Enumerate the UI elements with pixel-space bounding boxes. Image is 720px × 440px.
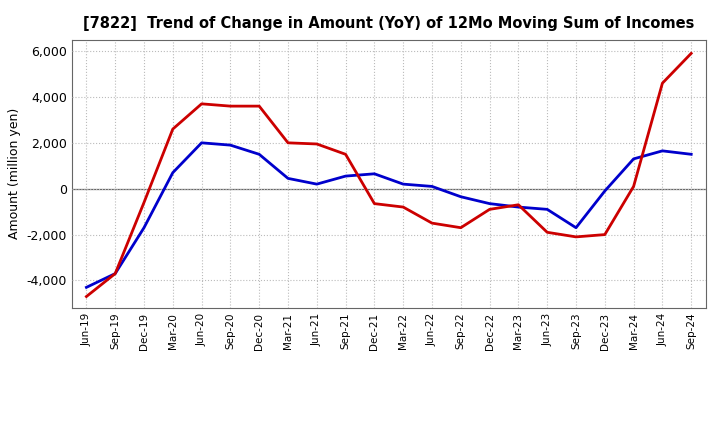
Ordinary Income bbox=[226, 143, 235, 148]
Net Income bbox=[399, 205, 408, 210]
Net Income bbox=[82, 294, 91, 299]
Net Income bbox=[111, 271, 120, 276]
Ordinary Income bbox=[312, 181, 321, 187]
Net Income bbox=[284, 140, 292, 146]
Net Income bbox=[312, 141, 321, 147]
Ordinary Income bbox=[341, 173, 350, 179]
Ordinary Income bbox=[82, 285, 91, 290]
Ordinary Income bbox=[629, 156, 638, 161]
Line: Net Income: Net Income bbox=[86, 53, 691, 297]
Net Income bbox=[543, 230, 552, 235]
Ordinary Income bbox=[284, 176, 292, 181]
Ordinary Income bbox=[543, 207, 552, 212]
Net Income bbox=[485, 207, 494, 212]
Net Income bbox=[197, 101, 206, 106]
Ordinary Income bbox=[687, 152, 696, 157]
Net Income bbox=[629, 184, 638, 189]
Net Income bbox=[456, 225, 465, 231]
Net Income bbox=[687, 51, 696, 56]
Net Income bbox=[226, 103, 235, 109]
Net Income bbox=[341, 152, 350, 157]
Title: [7822]  Trend of Change in Amount (YoY) of 12Mo Moving Sum of Incomes: [7822] Trend of Change in Amount (YoY) o… bbox=[83, 16, 695, 32]
Net Income bbox=[658, 81, 667, 86]
Ordinary Income bbox=[370, 171, 379, 176]
Ordinary Income bbox=[514, 205, 523, 210]
Ordinary Income bbox=[168, 170, 177, 175]
Ordinary Income bbox=[197, 140, 206, 146]
Net Income bbox=[428, 220, 436, 226]
Net Income bbox=[255, 103, 264, 109]
Ordinary Income bbox=[456, 194, 465, 199]
Net Income bbox=[168, 126, 177, 132]
Net Income bbox=[140, 200, 148, 205]
Ordinary Income bbox=[140, 225, 148, 231]
Y-axis label: Amount (million yen): Amount (million yen) bbox=[8, 108, 21, 239]
Ordinary Income bbox=[485, 201, 494, 206]
Net Income bbox=[514, 202, 523, 207]
Net Income bbox=[600, 232, 609, 237]
Ordinary Income bbox=[658, 148, 667, 154]
Line: Ordinary Income: Ordinary Income bbox=[86, 143, 691, 287]
Ordinary Income bbox=[572, 225, 580, 231]
Ordinary Income bbox=[255, 152, 264, 157]
Net Income bbox=[370, 201, 379, 206]
Ordinary Income bbox=[111, 271, 120, 276]
Ordinary Income bbox=[399, 181, 408, 187]
Ordinary Income bbox=[428, 184, 436, 189]
Ordinary Income bbox=[600, 188, 609, 194]
Net Income bbox=[572, 234, 580, 239]
